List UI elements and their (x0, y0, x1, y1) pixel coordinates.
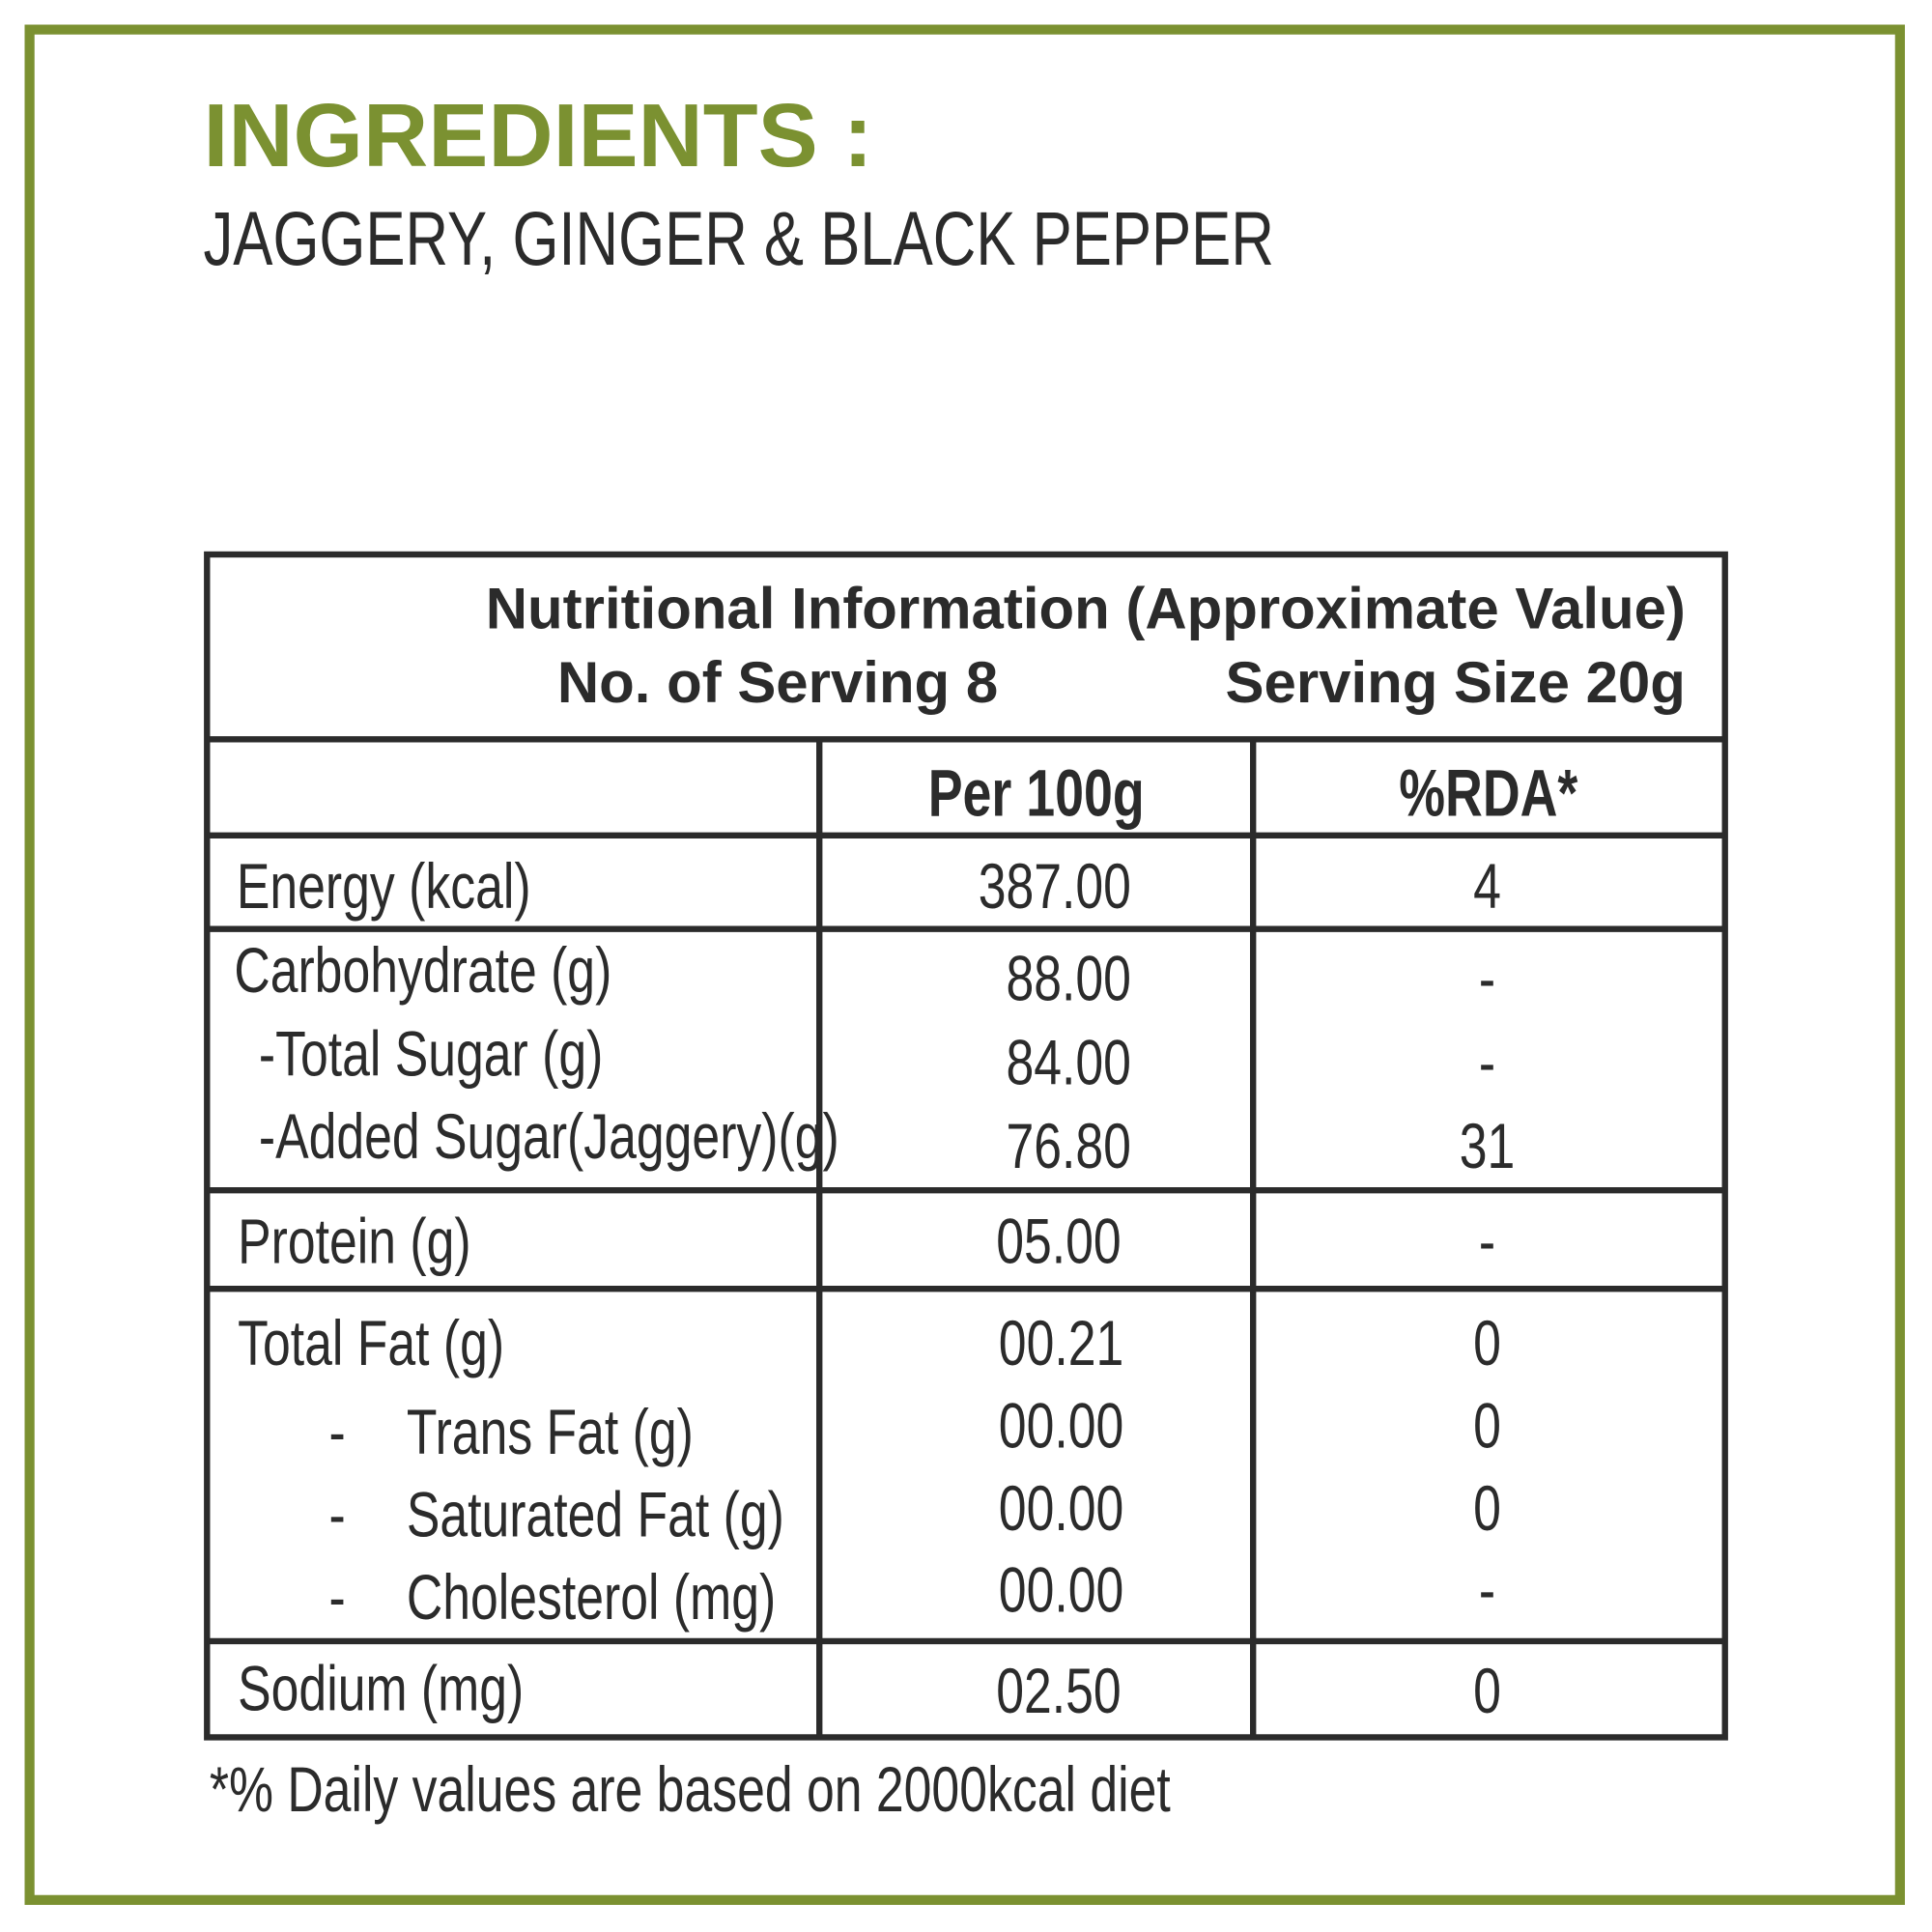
table-lines (204, 551, 1728, 1741)
row-label: Energy (kcal) (237, 851, 531, 923)
row-value: 00.00 (999, 1391, 1123, 1463)
page-border (24, 24, 1905, 1905)
row-value: 00.00 (999, 1554, 1123, 1626)
row-marker: - (329, 1562, 346, 1634)
row-rda: - (1479, 1027, 1495, 1098)
row-label: Sodium (mg) (238, 1653, 524, 1724)
row-rda: 0 (1473, 1391, 1501, 1463)
row-label: Saturated Fat (g) (407, 1480, 784, 1551)
row-label: Total Fat (g) (238, 1308, 504, 1379)
row-value: 00.21 (999, 1308, 1123, 1379)
row-label: Protein (g) (238, 1206, 470, 1277)
row-value: 387.00 (979, 851, 1131, 923)
row-label: -Added Sugar(Jaggery)(g) (259, 1101, 839, 1173)
row-rda: - (1479, 944, 1495, 1015)
row-value: 76.80 (1006, 1111, 1130, 1182)
row-rda: - (1479, 1206, 1495, 1277)
row-label: Trans Fat (g) (407, 1397, 694, 1468)
row-marker: - (329, 1480, 346, 1551)
serving-size: Serving Size 20g (1226, 650, 1686, 715)
row-marker: - (329, 1397, 346, 1468)
row-rda: 0 (1473, 1308, 1501, 1379)
footnote: *% Daily values are based on 2000kcal di… (210, 1754, 1171, 1826)
row-label: -Total Sugar (g) (259, 1019, 604, 1091)
row-rda: 0 (1473, 1473, 1501, 1545)
row-label: Cholesterol (mg) (407, 1562, 776, 1634)
row-value: 05.00 (996, 1206, 1121, 1277)
row-rda: 31 (1460, 1111, 1516, 1182)
row-value: 00.00 (999, 1473, 1123, 1545)
ingredients-text: JAGGERY, GINGER & BLACK PEPPER (203, 195, 1273, 281)
ingredients-title: INGREDIENTS : (203, 85, 872, 185)
row-rda: 4 (1473, 851, 1501, 923)
row-rda: 0 (1473, 1656, 1501, 1727)
row-label: Carbohydrate (g) (234, 935, 611, 1007)
table-title: Nutritional Information (Approximate Val… (486, 577, 1686, 641)
row-value: 84.00 (1006, 1027, 1130, 1098)
column-header: %RDA* (1399, 755, 1577, 830)
row-value: 02.50 (996, 1656, 1121, 1727)
row-rda: - (1479, 1554, 1495, 1626)
row-value: 88.00 (1006, 944, 1130, 1015)
column-header: Per 100g (928, 755, 1145, 830)
table-rows: Energy (kcal) 387.00 4 Carbohydrate (g) 88.0… (234, 851, 1515, 1727)
servings: No. of Serving 8 (557, 650, 998, 715)
